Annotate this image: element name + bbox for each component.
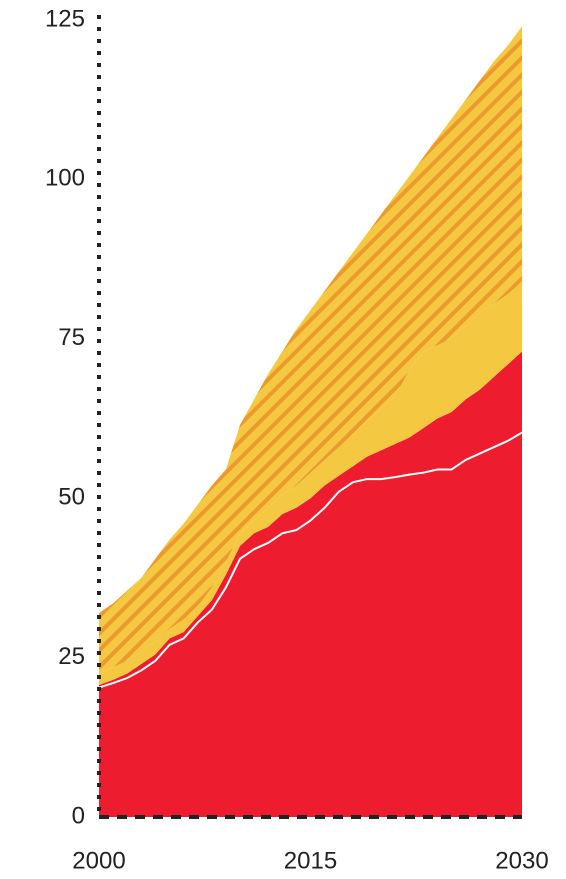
y-tick-label: 100 [45,165,85,192]
x-tick-label: 2015 [284,847,337,874]
x-tick-label: 2000 [72,847,125,874]
x-tick-label: 2030 [495,847,548,874]
y-tick-label: 25 [58,643,85,670]
area [99,351,522,817]
y-tick-label: 50 [58,484,85,511]
area [99,26,522,674]
y-tick-label: 75 [58,324,85,351]
y-tick-label: 0 [72,802,85,829]
line [98,431,523,689]
area [99,281,522,686]
plot [98,26,523,817]
y-tick-label: 125 [45,5,85,32]
